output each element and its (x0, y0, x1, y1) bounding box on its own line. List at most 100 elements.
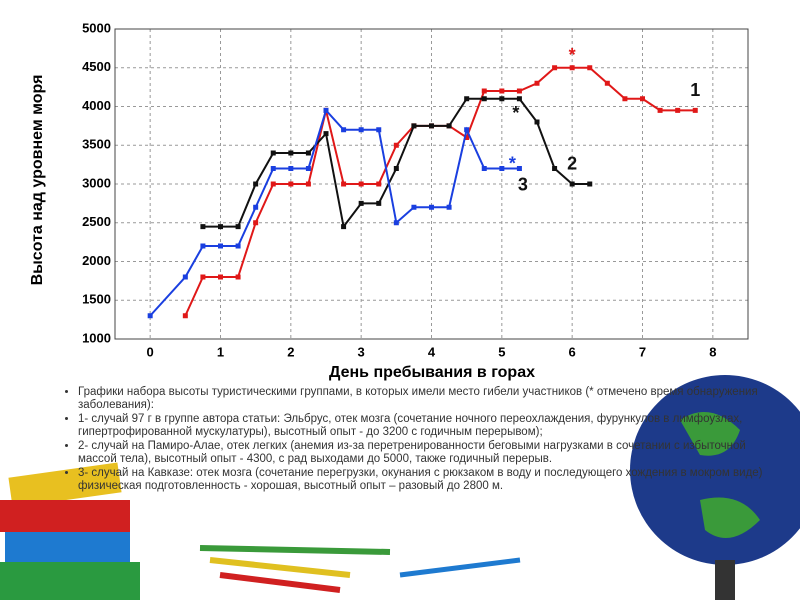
point (411, 204, 417, 210)
point (253, 220, 259, 226)
point (516, 96, 522, 102)
plot-frame (114, 28, 749, 340)
point (481, 166, 487, 171)
point (358, 181, 364, 187)
point (429, 123, 434, 129)
point (534, 119, 540, 125)
point (516, 166, 522, 171)
point (341, 127, 347, 133)
x-tick-label: 1 (217, 344, 224, 359)
point (305, 150, 311, 156)
point (305, 166, 311, 171)
point (218, 224, 223, 230)
point (235, 274, 241, 280)
point (288, 166, 294, 171)
point (218, 243, 223, 249)
point (182, 313, 188, 319)
point (393, 166, 399, 171)
point (499, 88, 505, 94)
point (552, 166, 558, 171)
x-axis-title: День пребывания в горах (329, 364, 535, 381)
y-tick-label: 4500 (82, 59, 111, 74)
point (270, 166, 276, 171)
y-tick-label: 3500 (82, 137, 111, 152)
note: Графики набора высоты туристическими гру… (78, 386, 768, 412)
point (411, 123, 417, 129)
y-tick-label: 1500 (82, 292, 111, 307)
annotation: 1 (690, 80, 700, 100)
point (305, 181, 311, 187)
point (218, 274, 223, 280)
point (464, 127, 470, 133)
x-tick-label: 6 (569, 344, 576, 359)
point (253, 181, 259, 187)
point (622, 96, 628, 102)
x-tick-label: 3 (358, 344, 365, 359)
point (675, 107, 681, 113)
point (464, 96, 470, 102)
point (270, 150, 276, 156)
point (516, 88, 522, 94)
point (446, 123, 452, 129)
x-tick-label: 2 (287, 344, 294, 359)
point (147, 313, 153, 319)
y-tick-label: 2000 (82, 253, 111, 268)
point (692, 107, 698, 113)
point (323, 107, 329, 113)
point (341, 181, 347, 187)
x-tick-label: 4 (428, 344, 436, 359)
point (270, 181, 276, 187)
point (288, 181, 294, 187)
annotation: * (569, 45, 576, 65)
annotation: 3 (518, 174, 528, 194)
y-tick-label: 5000 (82, 20, 111, 35)
y-tick-label: 4000 (82, 98, 111, 113)
x-tick-label: 7 (639, 344, 646, 359)
point (587, 65, 593, 71)
point (464, 135, 470, 140)
y-tick-label: 1000 (82, 330, 111, 345)
point (499, 166, 505, 171)
point (200, 274, 206, 280)
point (323, 131, 329, 137)
point (534, 80, 540, 86)
point (429, 204, 434, 210)
point (376, 181, 382, 187)
point (393, 142, 399, 148)
point (446, 204, 452, 210)
annotation: 2 (567, 153, 577, 173)
point (341, 224, 347, 230)
y-tick-label: 2500 (82, 214, 111, 229)
point (200, 224, 206, 230)
point (253, 204, 259, 210)
y-axis-title: Высота над уровнем моря (29, 75, 46, 286)
point (288, 150, 294, 156)
y-tick-label: 3000 (82, 175, 111, 190)
point (376, 127, 382, 133)
point (358, 127, 364, 133)
point (587, 181, 593, 187)
point (182, 274, 188, 280)
point (235, 224, 241, 230)
point (569, 181, 575, 187)
point (569, 65, 575, 71)
point (200, 243, 206, 249)
point (640, 96, 645, 102)
point (393, 220, 399, 226)
point (657, 107, 663, 113)
annotation: * (512, 103, 519, 123)
point (235, 243, 241, 249)
point (376, 200, 382, 206)
notes: Графики набора высоты туристическими гру… (50, 386, 768, 494)
annotation: * (509, 153, 516, 173)
point (358, 200, 364, 206)
x-tick-label: 5 (498, 344, 505, 359)
point (481, 96, 487, 102)
point (552, 65, 558, 71)
x-tick-label: 0 (147, 344, 154, 359)
x-tick-label: 8 (709, 344, 716, 359)
point (499, 96, 505, 102)
